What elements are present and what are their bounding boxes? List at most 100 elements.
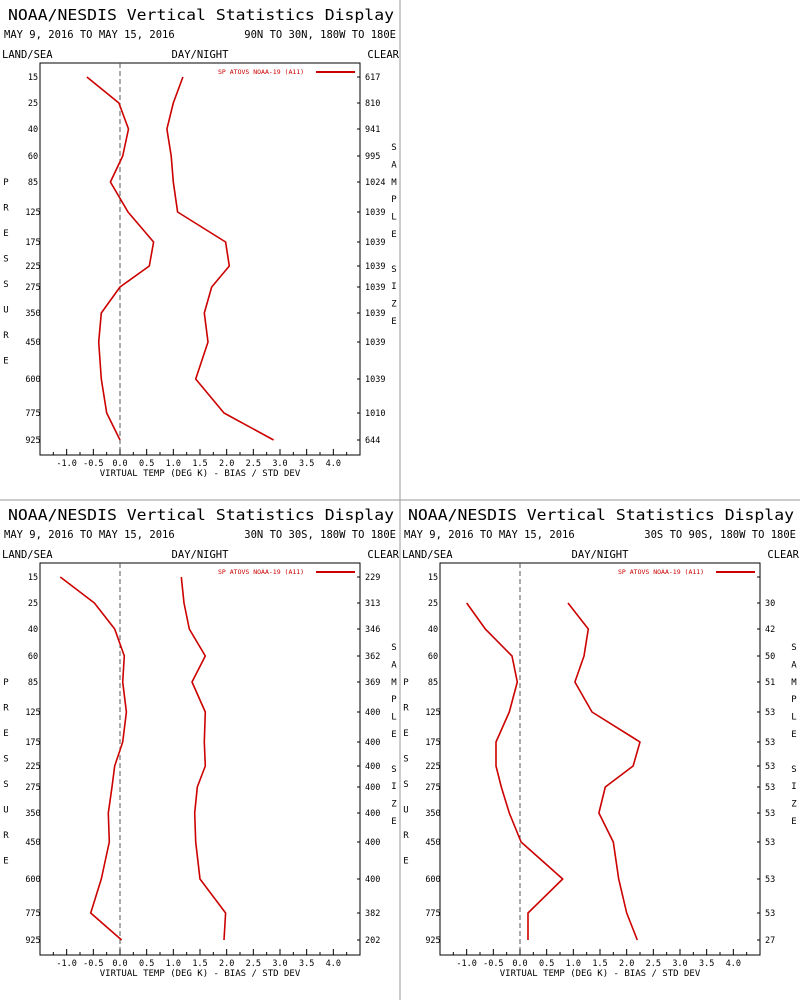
sample-size-label: 400	[365, 809, 380, 819]
sample-size-axis-letter: Z	[391, 300, 397, 310]
pressure-tick-label: 60	[28, 152, 38, 162]
chart-panel-1: NOAA/NESDIS Vertical Statistics Display M…	[2, 6, 400, 479]
x-tick-label: -0.5	[83, 459, 103, 469]
pressure-tick-label: 85	[428, 678, 438, 688]
sample-size-axis-letter: L	[391, 713, 396, 723]
pressure-tick-label: 225	[425, 762, 440, 772]
x-tick-label: 4.0	[726, 959, 741, 969]
bias-line	[59, 576, 128, 941]
x-tick-label: 3.0	[272, 459, 287, 469]
day-night-header: DAY/NIGHT	[172, 549, 230, 561]
pressure-tick-label: 85	[28, 178, 38, 188]
sample-size-label: 42	[765, 625, 775, 635]
pressure-tick-label: 600	[25, 375, 40, 385]
pressure-axis-letter: S	[3, 755, 8, 765]
x-tick-label: -1.0	[56, 459, 76, 469]
pressure-tick-label: 350	[25, 809, 40, 819]
sample-size-label: 400	[365, 783, 380, 793]
pressure-tick-label: 175	[25, 238, 40, 248]
pressure-tick-label: 85	[28, 678, 38, 688]
chart-panel-2: NOAA/NESDIS Vertical Statistics Display M…	[2, 506, 400, 979]
pressure-axis-letter: R	[3, 331, 9, 341]
region-label: 30N TO 30S, 180W TO 180E	[244, 529, 396, 541]
x-tick-label: -0.5	[83, 959, 103, 969]
sample-size-axis-letter: S	[391, 643, 396, 653]
pressure-tick-label: 25	[28, 99, 38, 109]
pressure-tick-label: 15	[428, 573, 438, 583]
sample-size-label: 53	[765, 838, 775, 848]
pressure-axis-letter: E	[3, 357, 8, 367]
x-tick-label: 1.5	[192, 459, 207, 469]
sample-size-axis-letter: S	[791, 643, 796, 653]
pressure-tick-label: 450	[25, 338, 40, 348]
pressure-tick-label: 125	[25, 708, 40, 718]
date-range: MAY 9, 2016 TO MAY 15, 2016	[404, 529, 575, 541]
pressure-tick-label: 450	[25, 838, 40, 848]
pressure-tick-label: 775	[25, 909, 40, 919]
x-tick-label: -0.5	[483, 959, 503, 969]
sample-size-axis-letter: I	[791, 782, 796, 792]
plot-frame	[39, 62, 361, 456]
pressure-axis-letter: E	[3, 857, 8, 867]
sample-size-label: 53	[765, 783, 775, 793]
sample-size-label: 1039	[365, 283, 385, 293]
plot-frame	[39, 562, 361, 956]
pressure-axis-letter: S	[3, 780, 8, 790]
sample-size-label: 1039	[365, 375, 385, 385]
sample-size-label: 362	[365, 652, 380, 662]
pressure-tick-label: 600	[425, 875, 440, 885]
sample-size-label: 995	[365, 152, 380, 162]
sample-size-axis-letter: L	[391, 213, 396, 223]
sample-size-axis-letter: M	[391, 678, 397, 688]
x-tick-label: 3.5	[699, 959, 714, 969]
plot-frame	[439, 562, 761, 956]
pressure-axis-letter: S	[403, 780, 408, 790]
x-tick-label: 4.0	[326, 959, 341, 969]
pressure-tick-label: 60	[428, 652, 438, 662]
pressure-tick-label: 125	[25, 208, 40, 218]
bias-line	[86, 76, 155, 441]
pressure-tick-label: 925	[25, 436, 40, 446]
sample-size-axis-letter: M	[391, 178, 397, 188]
pressure-tick-label: 40	[28, 625, 38, 635]
x-tick-label: 0.5	[139, 959, 154, 969]
pressure-axis-letter: E	[3, 729, 8, 739]
pressure-axis-letter: R	[3, 831, 9, 841]
sample-size-label: 1039	[365, 238, 385, 248]
x-tick-label: 2.0	[219, 459, 234, 469]
panel-title: NOAA/NESDIS Vertical Statistics Display	[8, 506, 394, 524]
sample-size-axis-letter: Z	[791, 800, 797, 810]
sample-size-label: 53	[765, 909, 775, 919]
pressure-axis-letter: S	[3, 280, 8, 290]
sample-size-axis-letter: E	[791, 817, 796, 827]
chart-panel-3: NOAA/NESDIS Vertical Statistics Display M…	[402, 506, 800, 979]
x-tick-label: 3.5	[299, 459, 314, 469]
sample-size-axis-letter: A	[391, 160, 397, 170]
x-tick-label: 3.0	[272, 959, 287, 969]
sample-size-label: 1039	[365, 262, 385, 272]
sample-size-axis-letter: Z	[391, 800, 397, 810]
region-label: 90N TO 30N, 180W TO 180E	[244, 29, 396, 41]
sample-size-axis-letter: S	[391, 765, 396, 775]
date-range: MAY 9, 2016 TO MAY 15, 2016	[4, 29, 175, 41]
sample-size-label: 53	[765, 738, 775, 748]
x-tick-label: 1.0	[166, 959, 181, 969]
pressure-tick-label: 450	[425, 838, 440, 848]
legend-label: SP ATOVS NOAA-19 (A11)	[218, 568, 304, 576]
x-tick-label: 0.5	[539, 959, 554, 969]
sample-size-axis-letter: I	[391, 282, 396, 292]
pressure-tick-label: 925	[25, 936, 40, 946]
sample-size-label: 400	[365, 875, 380, 885]
sample-size-label: 53	[765, 809, 775, 819]
sample-size-axis-letter: S	[791, 765, 796, 775]
pressure-axis-letter: R	[403, 831, 409, 841]
sample-size-label: 51	[765, 678, 775, 688]
pressure-axis-letter: P	[3, 678, 9, 688]
x-tick-label: 2.0	[219, 959, 234, 969]
legend-label: SP ATOVS NOAA-19 (A11)	[618, 568, 704, 576]
sample-size-label: 400	[365, 738, 380, 748]
pressure-tick-label: 60	[28, 652, 38, 662]
pressure-tick-label: 600	[25, 875, 40, 885]
land-sea-header: LAND/SEA	[2, 49, 53, 61]
